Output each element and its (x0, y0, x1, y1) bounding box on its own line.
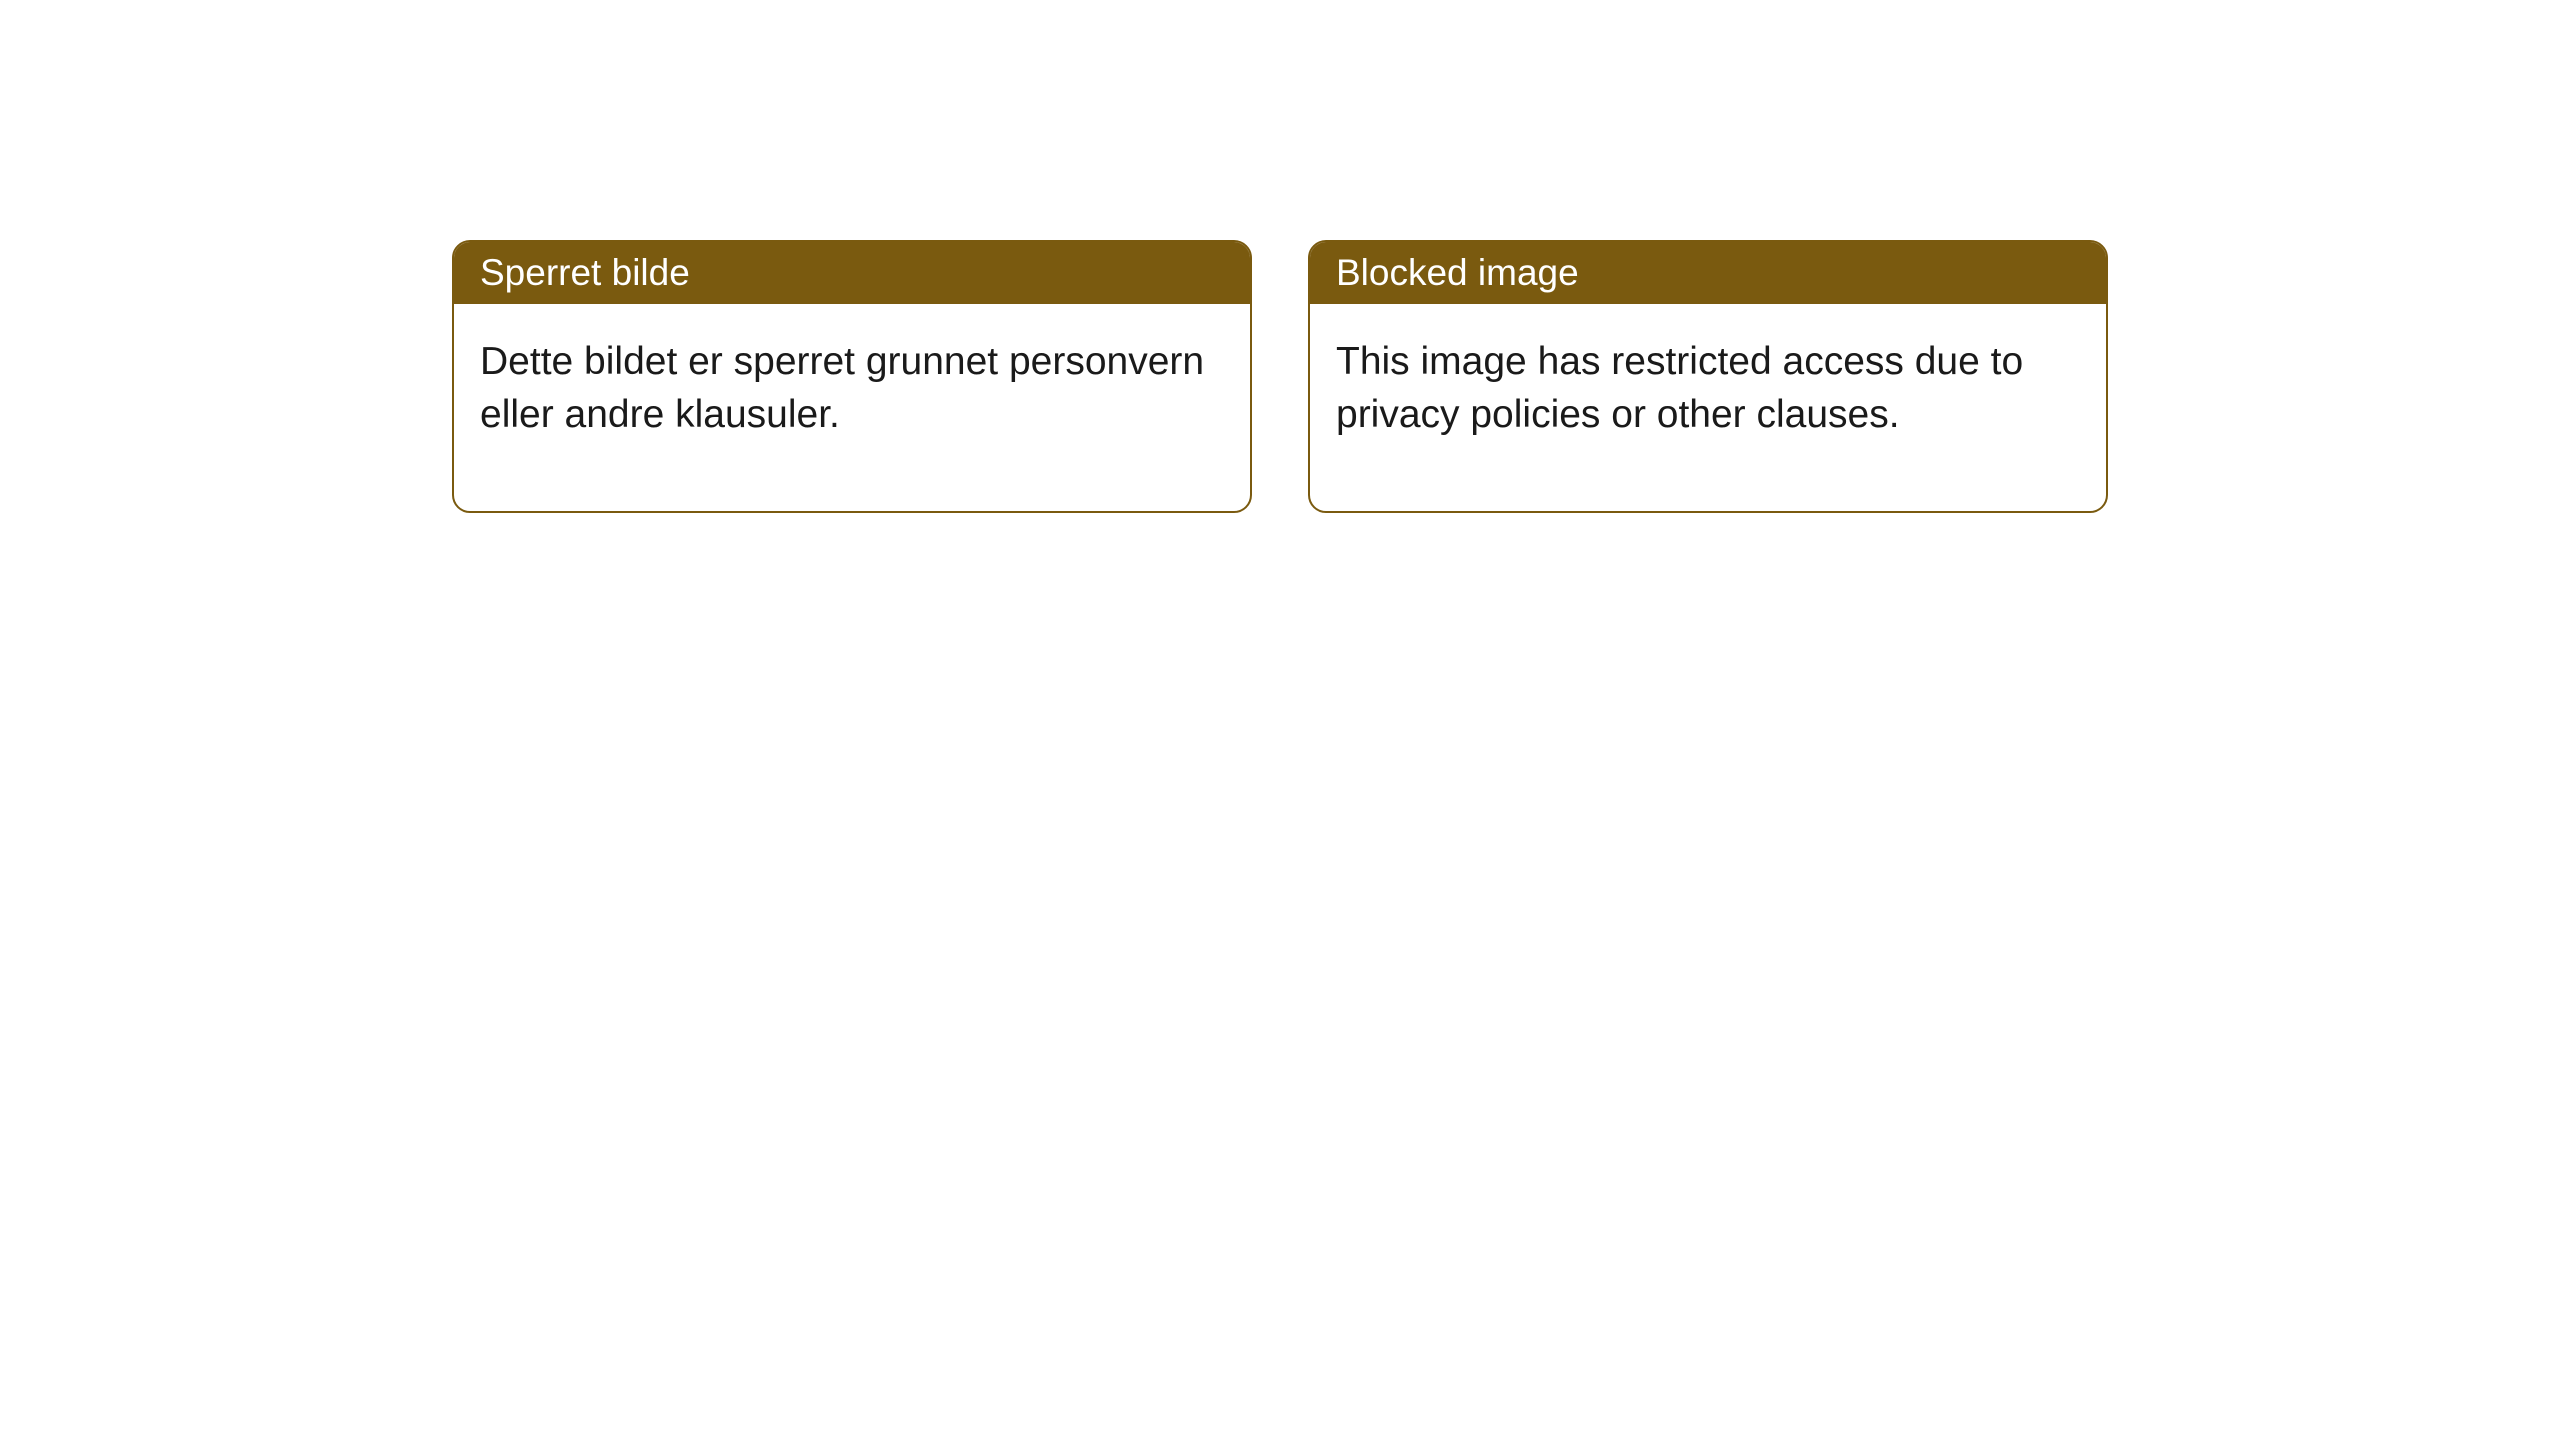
notice-body-norwegian: Dette bildet er sperret grunnet personve… (454, 304, 1250, 511)
notice-container: Sperret bilde Dette bildet er sperret gr… (0, 0, 2560, 753)
notice-card-norwegian: Sperret bilde Dette bildet er sperret gr… (452, 240, 1252, 513)
notice-header-english: Blocked image (1310, 242, 2106, 304)
notice-header-norwegian: Sperret bilde (454, 242, 1250, 304)
notice-card-english: Blocked image This image has restricted … (1308, 240, 2108, 513)
notice-body-english: This image has restricted access due to … (1310, 304, 2106, 511)
